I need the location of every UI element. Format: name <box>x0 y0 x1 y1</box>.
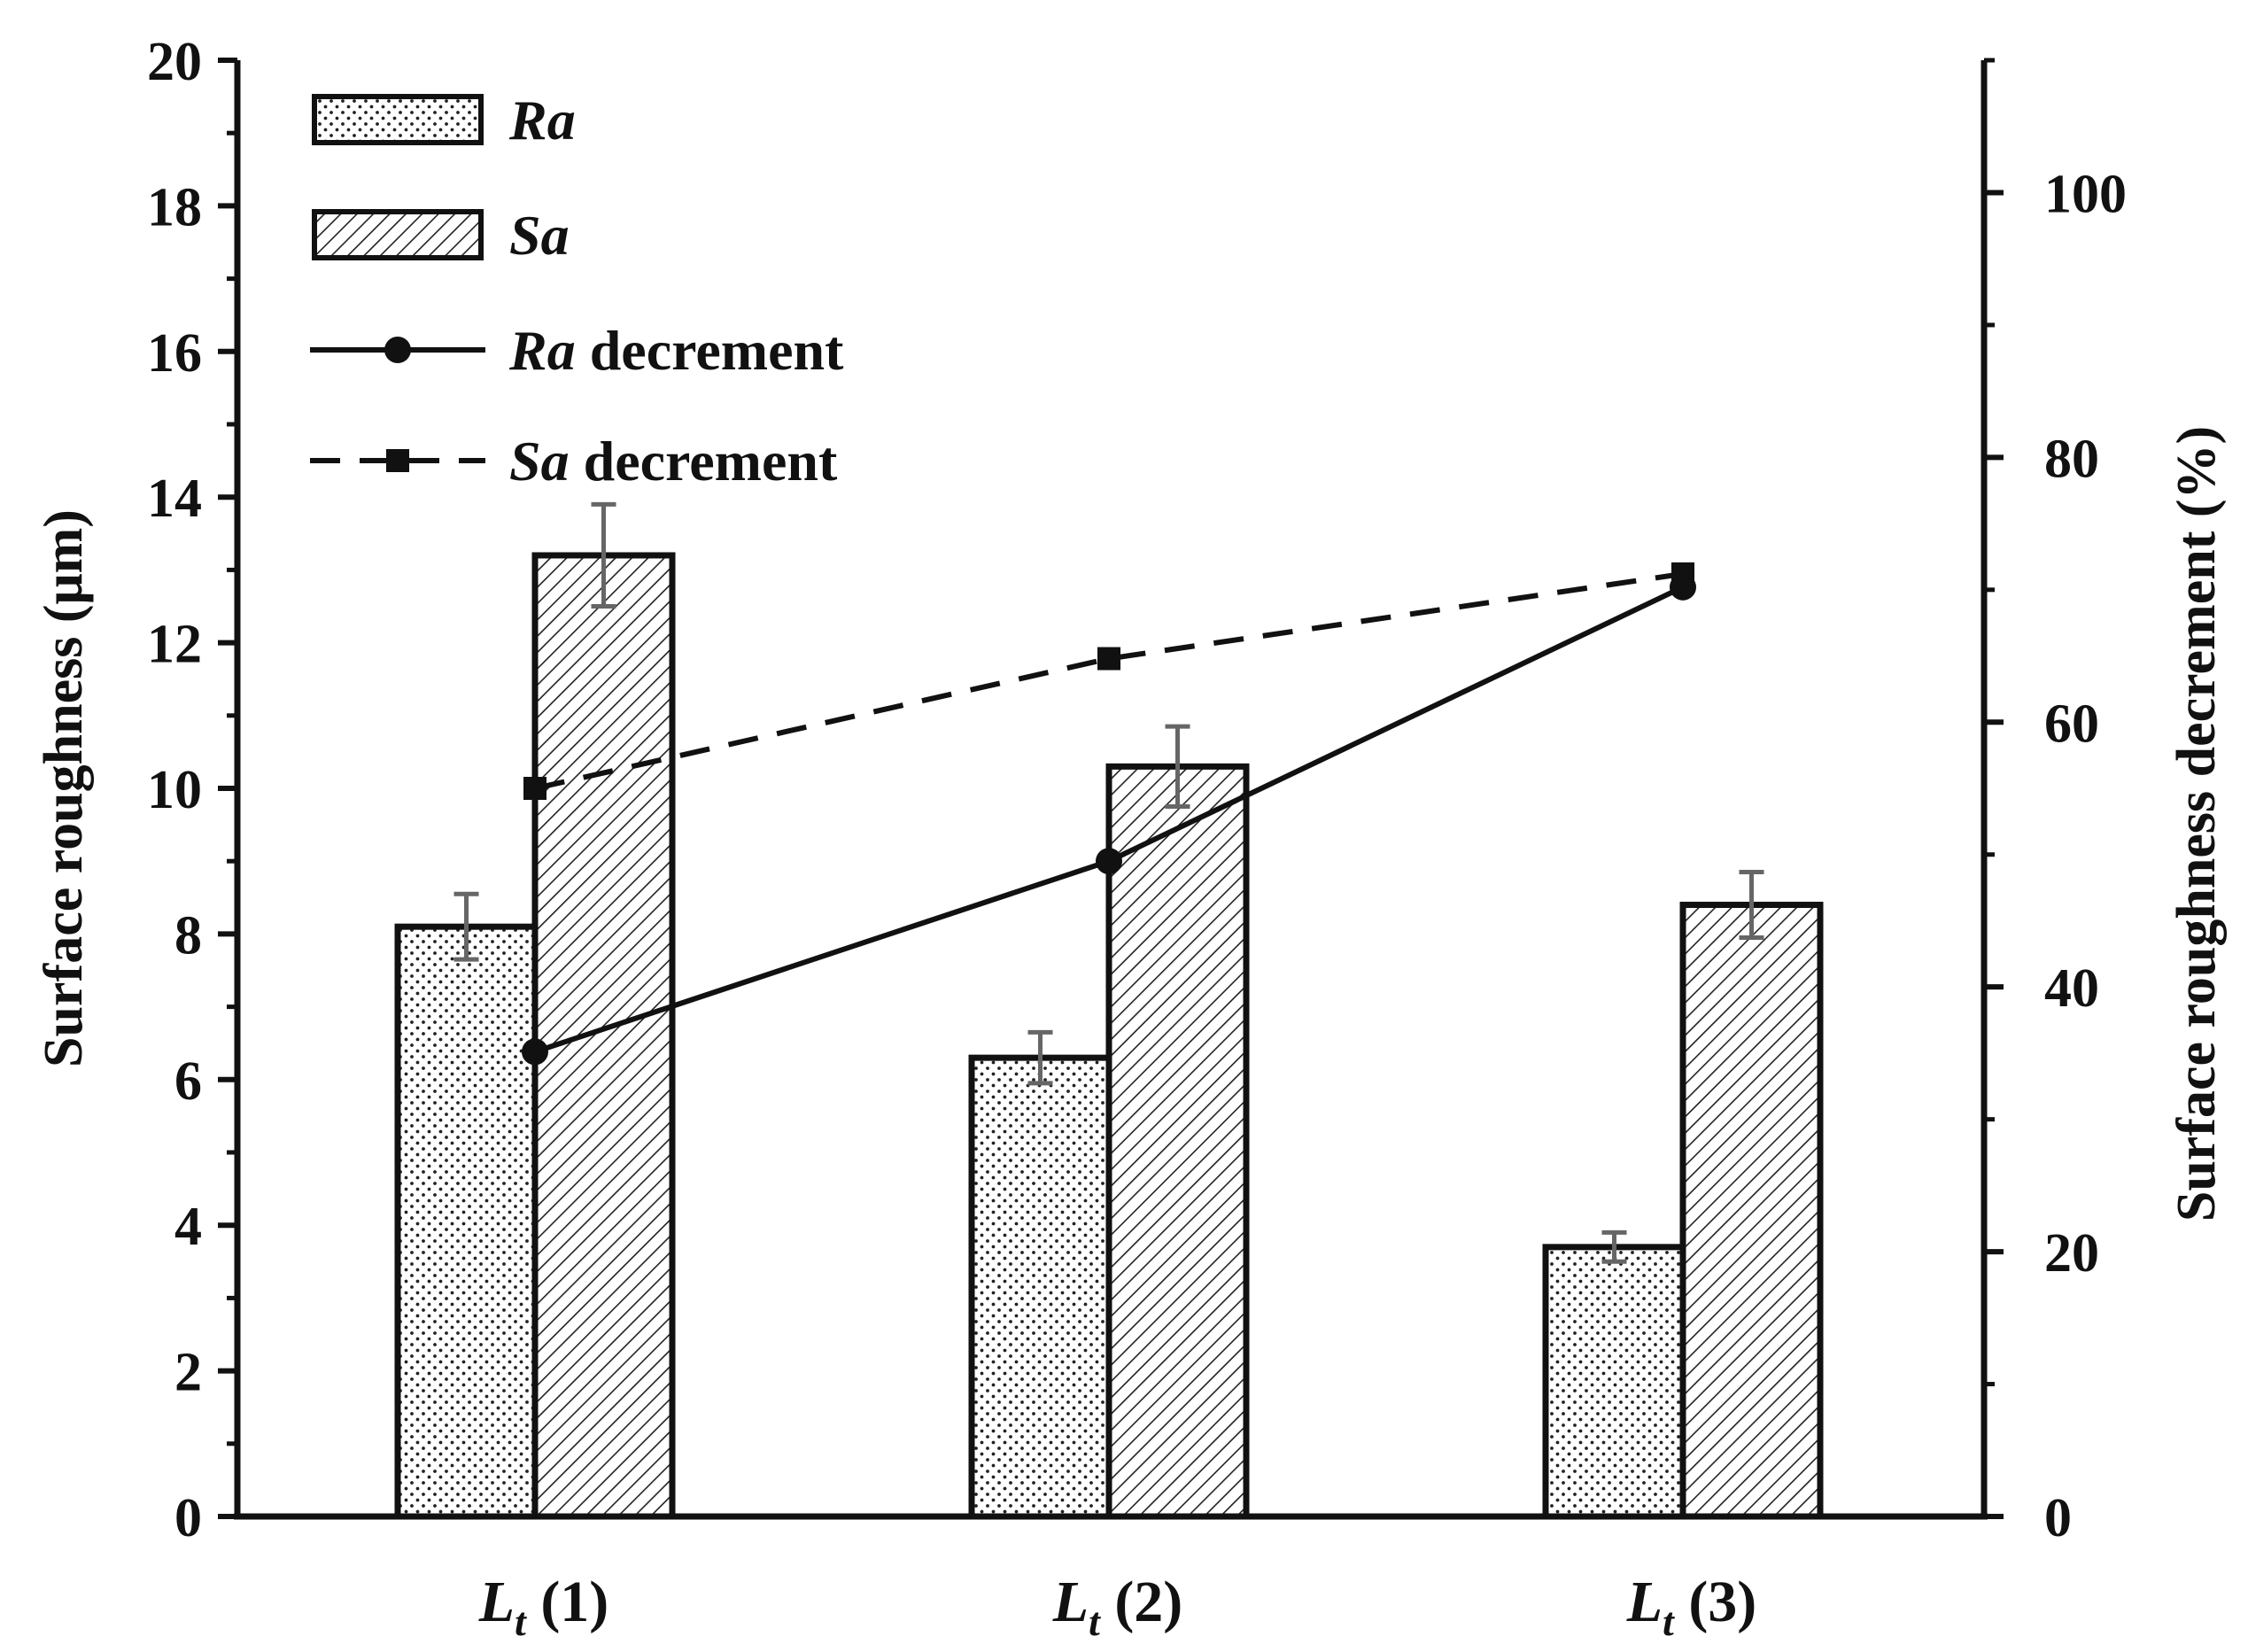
bar-ra-1 <box>394 923 539 1520</box>
category-symbol: L <box>1626 1570 1663 1634</box>
legend-marker-sa-decrement <box>386 449 409 472</box>
category-number: (3) <box>1674 1570 1756 1634</box>
right-tick-label: 0 <box>2044 1488 2072 1548</box>
right-tick-label: 40 <box>2044 958 2099 1019</box>
legend-swatch-sa <box>312 209 484 260</box>
bar-ra-3 <box>1542 1244 1686 1520</box>
ra-decrement-marker-2 <box>1096 848 1122 875</box>
bars-layer <box>394 552 1824 1520</box>
right-tick-label: 20 <box>2044 1223 2099 1284</box>
left-tick-label: 4 <box>174 1197 202 1257</box>
legend-label-ra-decrement: Ra decrement <box>508 319 844 382</box>
legend-label-symbol: Sa <box>509 430 570 492</box>
bar-sa-3 <box>1679 902 1824 1520</box>
legend-label-suffix: decrement <box>570 430 838 492</box>
left-tick-label: 20 <box>147 32 202 92</box>
left-tick-label: 2 <box>174 1343 202 1403</box>
legend-swatch-ra <box>312 94 484 145</box>
category-symbol: L <box>1052 1570 1089 1634</box>
legend-label-symbol: Sa <box>509 204 570 267</box>
category-label-2: Lt (2) <box>1052 1570 1183 1644</box>
right-tick-label: 100 <box>2044 164 2127 224</box>
category-number: (2) <box>1100 1570 1182 1634</box>
legend-label-symbol: Ra <box>508 89 576 151</box>
category-label-1: Lt (1) <box>478 1570 609 1644</box>
legend-label-symbol: Ra <box>508 319 576 382</box>
category-symbol: L <box>478 1570 515 1634</box>
category-subscript: t <box>515 1599 527 1644</box>
left-tick-label: 14 <box>147 469 202 529</box>
bar-sa-2 <box>1105 763 1250 1520</box>
sa-decrement-marker-3 <box>1671 562 1694 586</box>
legend-marker-ra-decrement <box>384 337 411 363</box>
left-tick-label: 0 <box>174 1488 202 1548</box>
category-subscript: t <box>1089 1599 1101 1644</box>
left-tick-label: 6 <box>174 1051 202 1112</box>
lines-layer <box>522 562 1696 1066</box>
error-bars-layer <box>453 501 1764 1264</box>
sa-decrement-line <box>534 570 1684 791</box>
left-tick-label: 16 <box>147 323 202 384</box>
legend-label-sa: Sa <box>509 204 570 267</box>
legend-label-ra: Ra <box>508 89 576 151</box>
legend-label-sa-decrement: Sa decrement <box>509 430 838 492</box>
left-axis-title: Surface roughness (μm) <box>34 509 94 1067</box>
left-tick-label: 10 <box>147 760 202 820</box>
sa-decrement-marker-1 <box>523 777 546 800</box>
right-tick-label: 60 <box>2044 694 2099 754</box>
ra-decrement-marker-1 <box>522 1038 548 1066</box>
category-subscript: t <box>1663 1599 1675 1644</box>
bar-sa-1 <box>531 552 676 1520</box>
left-tick-label: 12 <box>147 615 202 675</box>
bar-ra-2 <box>968 1054 1112 1520</box>
legend-label-suffix: decrement <box>576 319 844 382</box>
left-tick-label: 8 <box>174 905 202 966</box>
left-tick-label: 18 <box>147 177 202 237</box>
category-number: (1) <box>526 1570 609 1634</box>
right-tick-label: 80 <box>2044 429 2099 489</box>
sa-decrement-marker-2 <box>1097 647 1120 671</box>
category-label-3: Lt (3) <box>1626 1570 1757 1644</box>
right-axis-title: Surface roughness decrement (%) <box>2167 426 2227 1222</box>
